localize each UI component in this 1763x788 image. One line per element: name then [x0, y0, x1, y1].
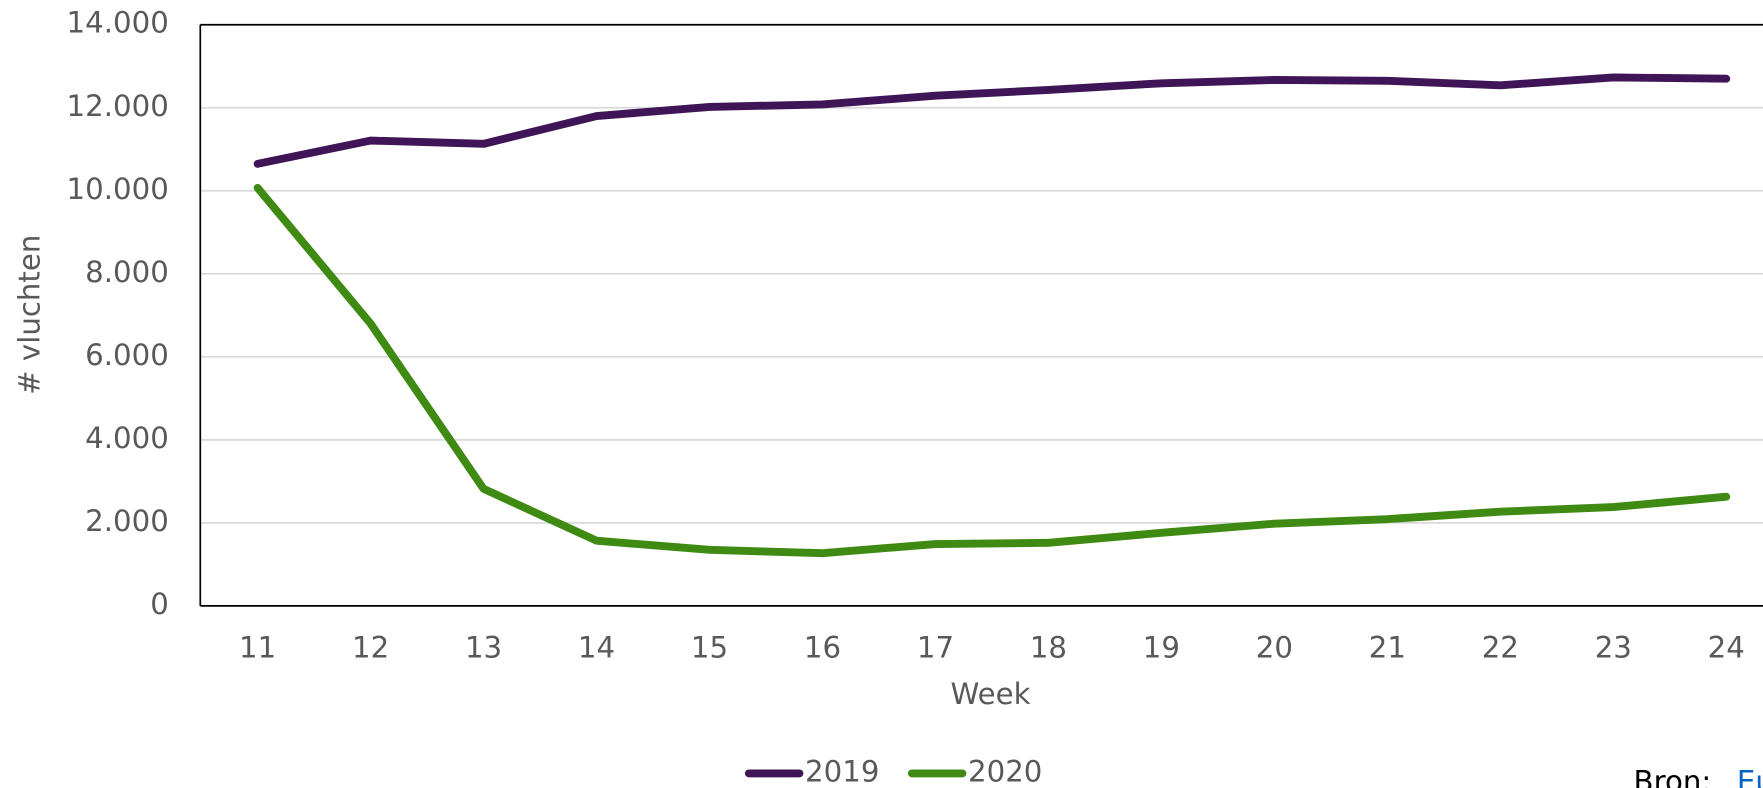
x-tick-label: 19 [1143, 631, 1180, 665]
x-tick-label: 11 [239, 631, 276, 665]
x-tick-label: 15 [691, 631, 728, 665]
y-tick-label: 4.000 [85, 421, 169, 455]
x-tick-label: 21 [1369, 631, 1406, 665]
x-tick-label: 23 [1595, 631, 1632, 665]
x-axis-label: Week [951, 677, 1031, 711]
x-tick-label: 20 [1256, 631, 1293, 665]
x-tick-label: 12 [352, 631, 389, 665]
y-tick-label: 12.000 [67, 89, 169, 123]
x-tick-label: 13 [465, 631, 502, 665]
x-tick-label: 17 [917, 631, 954, 665]
source-label: Bron: [1634, 765, 1712, 788]
source-link[interactable]: Eurocontrol [1737, 765, 1763, 788]
x-tick-label: 24 [1708, 631, 1745, 665]
x-tick-label: 16 [804, 631, 841, 665]
y-tick-label: 6.000 [85, 338, 169, 372]
y-axis-label: # vluchten [13, 235, 47, 395]
y-tick-label: 2.000 [85, 504, 169, 538]
y-tick-label: 10.000 [67, 172, 169, 206]
x-tick-label: 22 [1482, 631, 1519, 665]
x-tick-label: 14 [578, 631, 615, 665]
series-line [253, 183, 1731, 558]
x-tick-label: 18 [1030, 631, 1067, 665]
y-tick-label: 0 [150, 587, 169, 621]
series-line [253, 73, 1731, 168]
y-tick-label: 14.000 [67, 6, 169, 40]
legend-label: 2019 [805, 754, 879, 788]
y-tick-label: 8.000 [85, 255, 169, 289]
legend-label: 2020 [968, 754, 1042, 788]
